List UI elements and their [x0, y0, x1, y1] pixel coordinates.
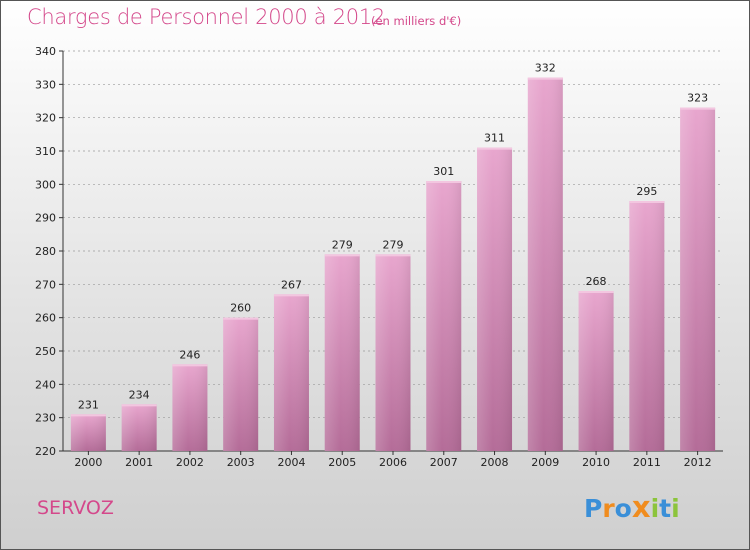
bar-top-edge: [477, 147, 513, 150]
y-tick-label: 260: [35, 312, 56, 325]
bar-top-edge: [629, 201, 665, 203]
tick-labels: 220 230 240 250 260 270 280 290 300 310 320 330 340 2…: [35, 45, 712, 469]
bar-value-label: 279: [383, 238, 404, 251]
bar-value-label: 246: [179, 348, 200, 361]
logo-letter: r: [602, 494, 615, 523]
y-tick-label: 250: [35, 345, 56, 358]
logo-letter: x: [631, 490, 651, 524]
x-tick-label: 2003: [227, 456, 255, 469]
bar-shade: [680, 107, 716, 452]
x-tick-label: 2006: [379, 456, 407, 469]
bar-value-label: 332: [535, 62, 556, 75]
bar-top-edge: [172, 364, 208, 367]
x-tick-label: 2002: [176, 456, 204, 469]
x-tick-label: 2005: [328, 456, 356, 469]
bar-shade: [324, 254, 360, 451]
bar-shade: [273, 294, 309, 451]
bar-value-label: 295: [636, 185, 657, 198]
x-tick-label: 2001: [125, 456, 153, 469]
bar-top-edge: [121, 404, 157, 407]
y-tick-label: 310: [35, 145, 56, 158]
x-tick-label: 2000: [74, 456, 102, 469]
logo-letter: t: [659, 494, 672, 523]
bar-top-edge: [273, 294, 309, 297]
x-tick-label: 2009: [531, 456, 559, 469]
x-tick-label: 2004: [277, 456, 305, 469]
bar-value-label: 267: [281, 278, 302, 291]
y-tick-label: 290: [35, 212, 56, 225]
proxiti-logo: Proxiti: [584, 490, 680, 524]
bar-top-edge: [70, 414, 106, 417]
data-labels: 231 234 246 260 267 279 279 301 311 332 268 295 323: [78, 62, 708, 412]
bar-shade: [426, 181, 462, 451]
logo-letter: i: [671, 494, 680, 523]
bar-top-edge: [324, 254, 360, 257]
y-tick-label: 270: [35, 278, 56, 291]
bar-top-edge: [578, 291, 614, 293]
bar-shade: [477, 147, 513, 451]
logo-letter: o: [614, 494, 632, 523]
chart-title: Charges de Personnel 2000 à 2012: [27, 5, 385, 29]
y-tick-label: 340: [35, 45, 56, 58]
bar-top-edge: [426, 181, 462, 183]
x-tick-label: 2008: [481, 456, 509, 469]
x-tick-label: 2010: [582, 456, 610, 469]
x-tick-label: 2007: [430, 456, 458, 469]
chart-subtitle: (en milliers d'€): [371, 14, 462, 28]
y-tick-label: 240: [35, 378, 56, 391]
bar-shade: [629, 201, 665, 451]
y-tick-label: 280: [35, 245, 56, 258]
y-tick-label: 230: [35, 412, 56, 425]
x-tick-label: 2011: [633, 456, 661, 469]
bar-shade: [70, 414, 106, 451]
bar-value-label: 268: [586, 275, 607, 288]
bar-top-edge: [680, 107, 716, 110]
bar-shade: [121, 404, 157, 451]
commune-name: SERVOZ: [37, 497, 114, 519]
y-tick-label: 320: [35, 112, 56, 125]
bar-value-label: 279: [332, 238, 353, 251]
bar-value-label: 323: [687, 92, 708, 105]
bar-value-label: 311: [484, 132, 505, 145]
bar-top-edge: [375, 254, 411, 257]
logo-letter: P: [584, 494, 603, 523]
x-tick-label: 2012: [684, 456, 712, 469]
bar-shade: [578, 291, 614, 451]
bar-value-label: 231: [78, 398, 99, 411]
bar-shade: [375, 254, 411, 451]
y-tick-label: 300: [35, 178, 56, 191]
bar-shade: [172, 364, 208, 451]
y-tick-label: 220: [35, 445, 56, 458]
bar-shade: [527, 77, 563, 452]
bar-top-edge: [223, 317, 259, 320]
bar-value-label: 260: [230, 302, 251, 315]
bar-value-label: 234: [129, 388, 150, 401]
y-tick-label: 330: [35, 78, 56, 91]
bar-shade: [223, 317, 259, 451]
bar-value-label: 301: [433, 165, 454, 178]
logo-letter: i: [650, 494, 660, 523]
bars: [70, 77, 716, 452]
bar-top-edge: [527, 77, 563, 80]
